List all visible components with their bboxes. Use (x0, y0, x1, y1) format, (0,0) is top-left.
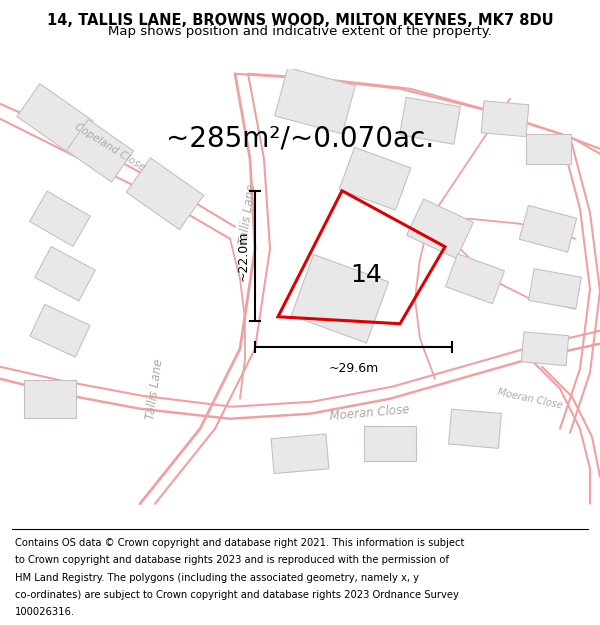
Text: ~22.0m: ~22.0m (236, 231, 250, 281)
Text: ~29.6m: ~29.6m (328, 362, 379, 375)
Text: 14, TALLIS LANE, BROWNS WOOD, MILTON KEYNES, MK7 8DU: 14, TALLIS LANE, BROWNS WOOD, MILTON KEY… (47, 12, 553, 28)
Polygon shape (407, 199, 473, 259)
Polygon shape (291, 254, 389, 343)
Polygon shape (275, 68, 355, 134)
Polygon shape (521, 332, 569, 366)
Text: Tallis Lane: Tallis Lane (238, 182, 259, 245)
Text: 100026316.: 100026316. (15, 608, 75, 618)
Polygon shape (529, 269, 581, 309)
Polygon shape (449, 409, 502, 448)
Polygon shape (400, 98, 460, 144)
Polygon shape (526, 134, 571, 164)
Text: Copeland Close: Copeland Close (73, 121, 147, 172)
Text: to Crown copyright and database rights 2023 and is reproduced with the permissio: to Crown copyright and database rights 2… (15, 556, 449, 566)
Text: 14: 14 (350, 262, 382, 286)
Text: Moeran Close: Moeran Close (329, 402, 410, 422)
Polygon shape (35, 246, 95, 301)
Text: co-ordinates) are subject to Crown copyright and database rights 2023 Ordnance S: co-ordinates) are subject to Crown copyr… (15, 590, 459, 600)
Polygon shape (24, 380, 76, 418)
Text: Moeran Close: Moeran Close (497, 387, 563, 411)
Polygon shape (446, 254, 505, 304)
Polygon shape (271, 434, 329, 474)
Text: HM Land Registry. The polygons (including the associated geometry, namely x, y: HM Land Registry. The polygons (includin… (15, 572, 419, 582)
Polygon shape (30, 304, 90, 357)
Polygon shape (364, 426, 416, 461)
Text: ~285m²/~0.070ac.: ~285m²/~0.070ac. (166, 125, 434, 152)
Text: Tallis Lane: Tallis Lane (145, 357, 166, 420)
Polygon shape (127, 158, 203, 229)
Polygon shape (481, 101, 529, 137)
Polygon shape (17, 84, 93, 154)
Polygon shape (520, 206, 577, 252)
Polygon shape (29, 191, 91, 246)
Polygon shape (339, 148, 411, 210)
Text: Map shows position and indicative extent of the property.: Map shows position and indicative extent… (108, 26, 492, 39)
Text: Contains OS data © Crown copyright and database right 2021. This information is : Contains OS data © Crown copyright and d… (15, 538, 464, 548)
Polygon shape (67, 119, 133, 182)
